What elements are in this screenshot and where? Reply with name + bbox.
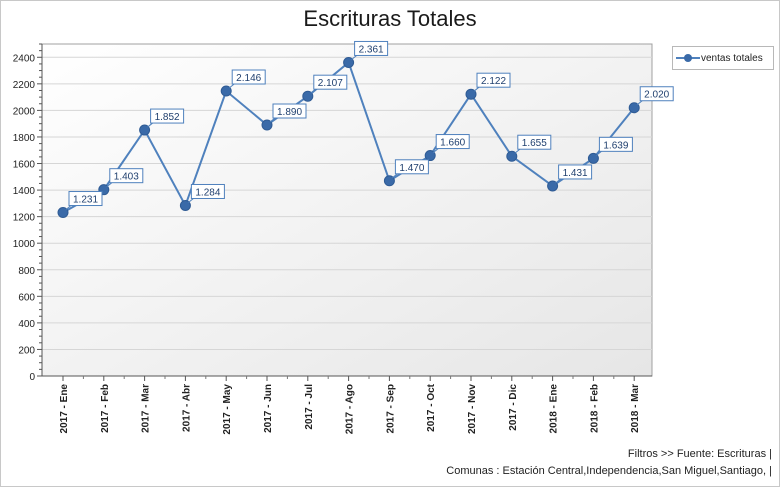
data-point — [57, 207, 69, 219]
data-point — [179, 199, 191, 211]
data-label: 2.122 — [481, 76, 506, 87]
data-label: 1.852 — [155, 112, 180, 123]
data-label: 1.403 — [114, 172, 139, 183]
y-tick-label: 200 — [18, 345, 35, 356]
x-tick-label: 2017 - Mar — [141, 384, 152, 433]
data-label-connector — [636, 100, 643, 106]
data-label-box — [435, 134, 470, 150]
data-label-connector — [310, 88, 317, 94]
data-label: 2.146 — [236, 73, 261, 84]
data-label-box — [558, 164, 593, 180]
x-tick-label: 2017 - Sep — [385, 384, 396, 433]
data-label-connector — [269, 117, 276, 123]
y-tick-label: 1800 — [13, 133, 36, 144]
data-point — [261, 119, 273, 131]
x-tick-label: 2017 - Dic — [508, 384, 519, 431]
data-label-box — [394, 159, 429, 175]
data-label-connector — [514, 148, 521, 154]
data-label-box — [190, 183, 225, 199]
x-tick-label: 2018 - Mar — [630, 384, 641, 433]
data-point — [220, 85, 232, 97]
data-point — [547, 180, 559, 192]
y-tick-label: 1200 — [13, 213, 36, 224]
data-point — [628, 102, 640, 114]
data-label-box — [109, 168, 144, 184]
data-label-connector — [228, 83, 235, 89]
data-point — [506, 150, 518, 162]
data-label-connector — [65, 205, 72, 210]
gridlines — [42, 56, 652, 350]
data-label-connector — [596, 150, 602, 156]
y-tick-label: 1400 — [13, 186, 36, 197]
series-ventas-totales — [57, 56, 640, 219]
x-tick-label: 2018 - Feb — [589, 384, 600, 433]
data-point — [587, 152, 599, 164]
data-label-box — [68, 191, 103, 207]
y-tick-label: 1600 — [13, 160, 36, 171]
data-label-box — [150, 108, 185, 124]
data-label-connector — [147, 122, 153, 128]
data-label-box — [272, 103, 307, 119]
data-label-box — [639, 86, 674, 102]
x-tick-label: 2017 - May — [222, 384, 233, 435]
data-label-box — [598, 136, 633, 152]
footer-comunas: Comunas : Estación Central,Independencia… — [446, 465, 772, 477]
x-tick-label: 2017 - Jul — [304, 384, 315, 430]
data-label-box — [354, 40, 389, 56]
data-label: 2.361 — [359, 44, 384, 55]
y-tick-label: 400 — [18, 319, 35, 330]
data-label: 1.470 — [399, 163, 424, 174]
data-point — [302, 90, 314, 102]
data-point — [343, 56, 355, 68]
x-tick-label: 2017 - Oct — [426, 383, 437, 431]
data-label-connector — [351, 55, 357, 60]
data-label-connector — [555, 178, 561, 184]
data-label-box — [476, 72, 511, 88]
data-point — [465, 88, 477, 100]
data-label: 1.660 — [440, 138, 465, 149]
data-point — [383, 175, 395, 187]
data-point — [424, 150, 436, 162]
y-tick-label: 800 — [18, 266, 35, 277]
data-label-box — [313, 74, 348, 90]
y-tick-label: 2200 — [13, 80, 36, 91]
y-tick-label: 2000 — [13, 106, 36, 117]
data-label-connector — [188, 198, 194, 203]
data-label: 1.284 — [195, 187, 220, 198]
chart-legend: ventas totales — [672, 46, 774, 70]
legend-marker-icon — [676, 54, 700, 62]
data-label-connector — [473, 86, 480, 92]
y-tick-label: 0 — [29, 372, 35, 383]
data-label: 2.107 — [318, 78, 343, 89]
x-tick-label: 2017 - Jun — [263, 384, 274, 433]
data-label-connector — [432, 148, 439, 153]
data-label: 1.431 — [563, 168, 588, 179]
data-labels: 1.231 1.403 1.852 1.284 2.146 1.890 2.107 2.361… — [65, 40, 674, 210]
x-tick-label: 2017 - Ago — [345, 384, 356, 434]
data-label: 1.655 — [522, 138, 547, 149]
legend-label: ventas totales — [701, 52, 763, 64]
data-label: 2.020 — [644, 90, 669, 101]
footer-filters: Filtros >> Fuente: Escrituras | — [627, 448, 772, 460]
x-tick-label: 2017 - Nov — [467, 384, 478, 434]
data-label-connector — [392, 173, 398, 179]
data-label: 1.639 — [603, 140, 628, 151]
chart-title: Escrituras Totales — [303, 6, 477, 31]
x-tick-label: 2017 - Abr — [181, 384, 192, 432]
axes: 0 200 400 600 800 1000 1200 1400 1600 1800 2000 220… — [13, 43, 652, 435]
data-label: 1.231 — [73, 195, 98, 206]
x-tick-label: 2017 - Feb — [100, 384, 111, 433]
y-tick-label: 1000 — [13, 239, 36, 250]
plot-background — [41, 43, 653, 377]
data-point — [139, 124, 151, 136]
x-tick-label: 2018 - Ene — [549, 384, 560, 434]
y-tick-label: 2400 — [13, 53, 36, 64]
data-label-connector — [106, 182, 113, 188]
x-tick-label: 2017 - Ene — [59, 384, 70, 434]
data-label-box — [517, 134, 552, 150]
data-label-box — [231, 69, 266, 85]
data-label: 1.890 — [277, 107, 302, 118]
y-tick-label: 600 — [18, 292, 35, 303]
